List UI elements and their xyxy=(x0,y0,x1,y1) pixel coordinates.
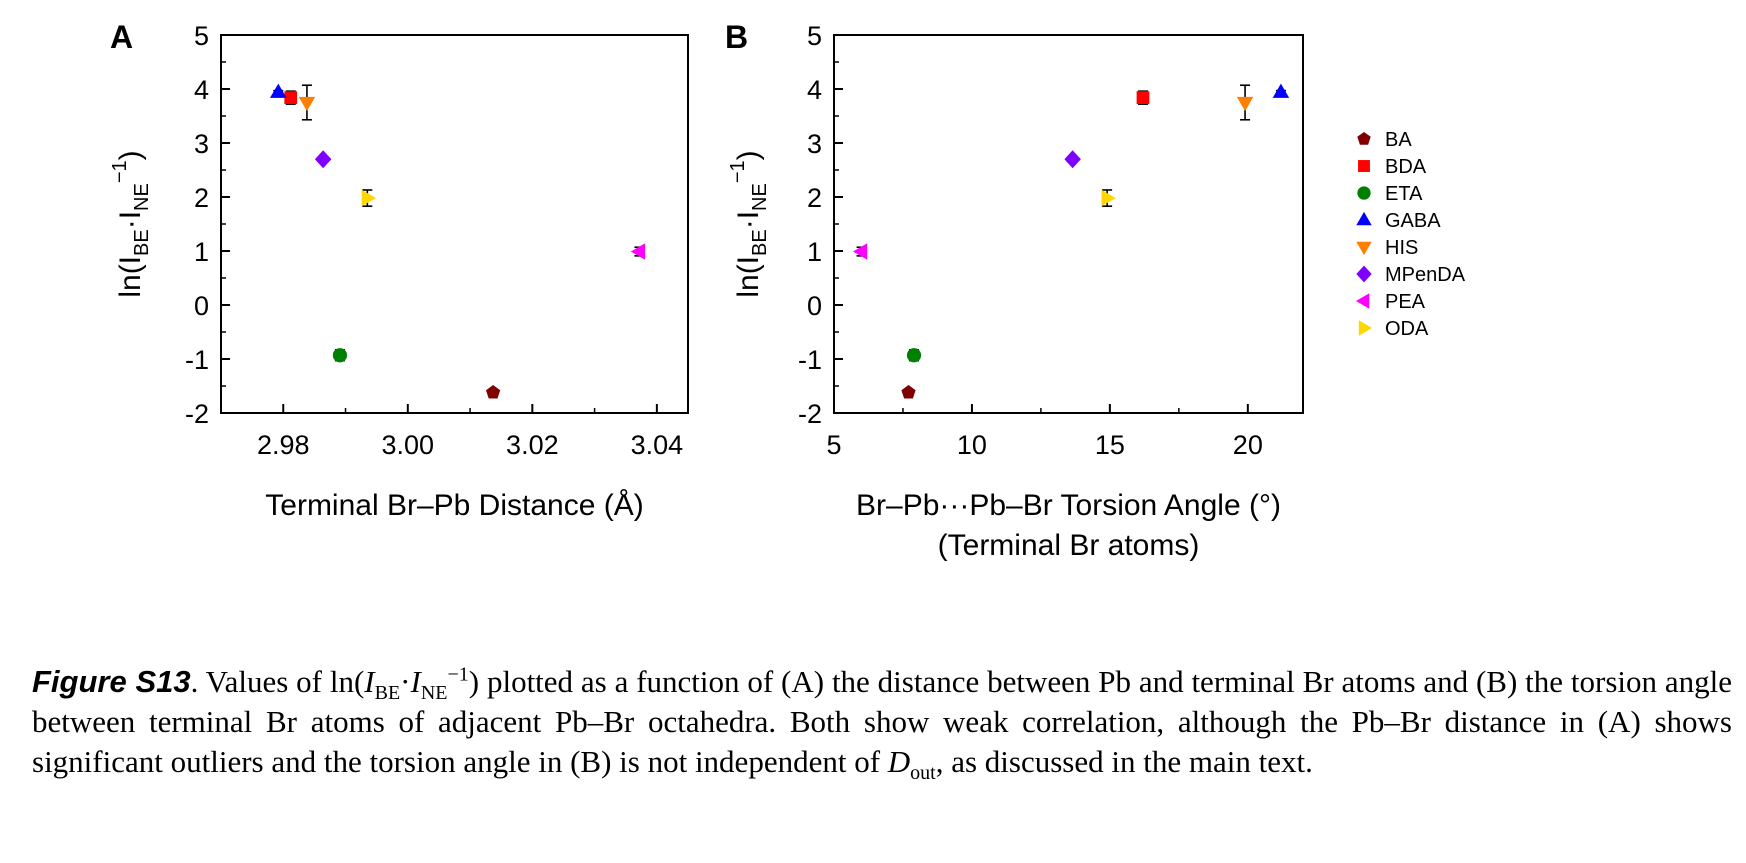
y-tick-label: 3 xyxy=(194,129,209,159)
y-tick-label: -1 xyxy=(185,345,209,375)
point-his xyxy=(298,96,316,112)
y-tick-label: 2 xyxy=(194,183,209,213)
panel-label: B xyxy=(725,19,748,55)
caption-d: D xyxy=(887,744,911,779)
y-tick-label: 5 xyxy=(807,21,822,51)
legend-marker-ba xyxy=(1357,132,1371,145)
x-axis-label: Terminal Br–Pb Distance (Å) xyxy=(265,489,643,522)
caption-i-be: I xyxy=(364,664,375,699)
point-oda xyxy=(361,189,376,207)
legend-label-pea: PEA xyxy=(1385,291,1426,313)
x-tick-label: 15 xyxy=(1095,430,1125,460)
x-tick-label: 3.04 xyxy=(631,430,684,460)
panel-label: A xyxy=(110,19,133,55)
point-bda xyxy=(1136,91,1150,105)
point-eta xyxy=(332,348,348,363)
x-axis-label-line2: (Terminal Br atoms) xyxy=(938,529,1200,562)
x-tick-label: 20 xyxy=(1233,430,1263,460)
legend-marker-mpenda xyxy=(1356,265,1372,283)
legend-marker-pea xyxy=(1356,293,1370,309)
legend-label-ba: BA xyxy=(1385,129,1412,151)
y-tick-label: 1 xyxy=(807,237,822,267)
legend-label-oda: ODA xyxy=(1385,318,1429,340)
legend-label-gaba: GABA xyxy=(1385,210,1441,232)
point-mpenda xyxy=(1064,150,1081,169)
x-tick-label: 3.02 xyxy=(506,430,559,460)
y-axis-label: ln(IBE·INE−1) xyxy=(727,150,771,297)
legend-marker-his xyxy=(1356,241,1372,256)
point-ba xyxy=(901,385,916,399)
y-tick-label: -2 xyxy=(185,399,209,429)
figure: A -2 -1 0 1 2 3 4 5 2.98 3.00 3.02 3.04 Terminal Br–P… xyxy=(109,19,1466,562)
point-ba xyxy=(486,385,501,399)
point-his xyxy=(1236,96,1254,112)
y-axis-label: ln(IBE·INE−1) xyxy=(109,150,153,297)
caption-label: Figure S13 xyxy=(32,664,191,699)
legend-label-mpenda: MPenDA xyxy=(1385,264,1466,286)
caption-dot: · xyxy=(400,664,411,699)
legend-marker-gaba xyxy=(1356,211,1372,226)
point-pea xyxy=(853,243,868,260)
caption-sub-out: out xyxy=(910,762,936,785)
caption-i-ne: I xyxy=(410,664,421,699)
x-axis-label: Br–Pb···Pb–Br Torsion Angle (°) xyxy=(856,489,1281,522)
y-tick-label: 4 xyxy=(807,75,822,105)
legend-marker-eta xyxy=(1357,186,1371,200)
legend-label-eta: ETA xyxy=(1385,183,1423,205)
y-tick-label: -2 xyxy=(798,399,822,429)
caption-sub-ne: NE xyxy=(420,682,448,705)
plot-frame xyxy=(833,34,1304,414)
point-eta xyxy=(906,348,922,363)
y-tick-label: 1 xyxy=(194,237,209,267)
legend: BA BDA ETA GABA HIS MPenDA PEA ODA xyxy=(1356,129,1466,340)
figure-caption: Figure S13. Values of ln(IBE·INE−1) plot… xyxy=(32,662,1732,785)
caption-text-3: , as discussed in the main text. xyxy=(935,744,1313,779)
caption-sup: −1 xyxy=(447,663,469,686)
caption-text-2: ) plotted as a function of (A) the dista… xyxy=(32,664,1732,779)
point-oda xyxy=(1101,189,1116,207)
y-tick-label: 2 xyxy=(807,183,822,213)
y-tick-label: 0 xyxy=(194,291,209,321)
caption-text-1: . Values of ln( xyxy=(190,664,365,699)
y-tick-label: 0 xyxy=(807,291,822,321)
x-tick-label: 2.98 xyxy=(257,430,310,460)
y-tick-label: 3 xyxy=(807,129,822,159)
x-tick-label: 5 xyxy=(826,430,841,460)
y-tick-label: 4 xyxy=(194,75,209,105)
caption-sub-be: BE xyxy=(374,682,401,705)
point-mpenda xyxy=(314,150,332,169)
x-tick-label: 10 xyxy=(957,430,987,460)
legend-marker-oda xyxy=(1358,320,1372,336)
panel-b: B -2 -1 0 1 2 3 4 5 5 10 15 20 Br–Pb···Pb–Br Torsion … xyxy=(725,19,1304,562)
point-pea xyxy=(630,243,646,260)
point-bda xyxy=(284,91,298,105)
point-gaba xyxy=(270,83,287,98)
legend-label-his: HIS xyxy=(1385,237,1418,259)
legend-marker-bda xyxy=(1358,160,1370,172)
panel-a: A -2 -1 0 1 2 3 4 5 2.98 3.00 3.02 3.04 Terminal Br–P… xyxy=(109,19,689,522)
legend-label-bda: BDA xyxy=(1385,156,1427,178)
y-tick-label: 5 xyxy=(194,21,209,51)
y-tick-label: -1 xyxy=(798,345,822,375)
x-tick-label: 3.00 xyxy=(382,430,435,460)
point-gaba xyxy=(1272,83,1290,98)
